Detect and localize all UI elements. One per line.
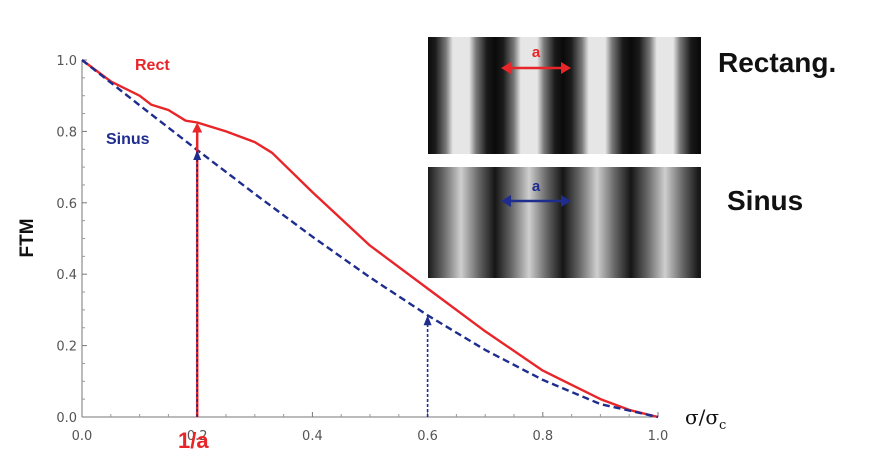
sinusoidal-grating-inset: a Sinus — [428, 167, 803, 278]
sinus-title: Sinus — [727, 185, 803, 216]
x-tick-label: 0.6 — [417, 429, 438, 444]
series-layer — [81, 59, 659, 419]
rect-period-label: a — [532, 44, 541, 61]
axes: 0.0 0.2 0.4 0.6 0.8 1.0 0.0 0.2 0.4 0.6 0.8 1.0 — [56, 54, 668, 444]
marker-arrow-head-2 — [423, 315, 432, 326]
x-axis-title-sub: c — [719, 418, 726, 433]
marker-arrow-head-0 — [192, 122, 203, 133]
series-line-rect — [81, 59, 659, 419]
y-tick-label: 0.4 — [56, 268, 77, 283]
y-axis-title: FTM — [17, 218, 38, 257]
y-ticks: 0.0 0.2 0.4 0.6 0.8 1.0 — [56, 54, 87, 426]
y-tick-label: 0.0 — [56, 411, 77, 426]
x-tick-label: 1.0 — [648, 429, 669, 444]
sine-period-label: a — [532, 178, 541, 195]
marker-label-1-over-a: 1/a — [178, 428, 209, 453]
rectangular-title: Rectang. — [718, 47, 836, 78]
series-label-rect: Rect — [135, 57, 170, 74]
sine-arrow-left-head — [501, 195, 511, 207]
y-tick-label: 0.6 — [56, 197, 77, 212]
sine-arrow-right-head — [561, 195, 571, 207]
x-tick-label: 0.0 — [72, 429, 93, 444]
rectangular-grating-inset: a Rectang. — [428, 37, 836, 154]
y-tick-label: 0.8 — [56, 125, 77, 140]
rect-arrow-right-head — [561, 62, 571, 74]
x-tick-label: 0.4 — [302, 429, 323, 444]
x-axis-title: σ/σc — [685, 405, 726, 433]
series-label-sinus: Sinus — [106, 131, 150, 148]
marker-arrow-head-1 — [193, 149, 202, 160]
y-tick-label: 0.2 — [56, 340, 77, 355]
x-tick-label: 0.8 — [532, 429, 553, 444]
x-ticks: 0.0 0.2 0.4 0.6 0.8 1.0 — [72, 412, 669, 444]
y-tick-label: 1.0 — [56, 54, 77, 69]
x-axis-title-main: σ/σ — [685, 405, 719, 429]
rectangular-grating-image — [428, 37, 701, 154]
x-tick-label: 0.2 — [187, 429, 208, 444]
rect-arrow-left-head — [501, 62, 511, 74]
marker-layer — [192, 122, 432, 417]
sinusoidal-grating-image — [428, 167, 701, 278]
series-line-sinus — [81, 59, 659, 419]
